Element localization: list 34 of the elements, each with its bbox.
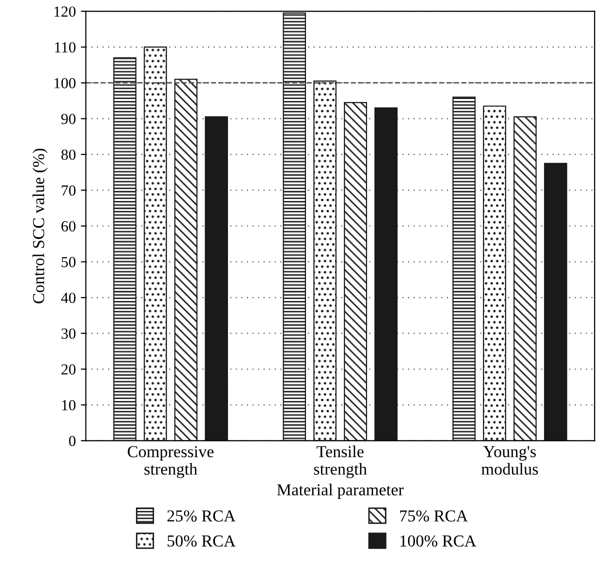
y-tick-label: 110 xyxy=(55,42,76,53)
y-tick-label: 40 xyxy=(61,292,76,304)
bar xyxy=(144,46,167,441)
bar xyxy=(313,80,337,441)
legend-label: 100% RCA xyxy=(400,535,476,547)
bar xyxy=(544,162,568,441)
y-tick-label: 90 xyxy=(61,114,76,124)
legend-label: 25% RCA xyxy=(167,510,236,522)
y-tick-label: 60 xyxy=(61,221,76,232)
x-tick-label: Tensile strength xyxy=(314,446,367,478)
y-tick-label: 80 xyxy=(61,150,76,160)
bar xyxy=(204,116,228,441)
x-tick-label: Compressive strength xyxy=(128,446,214,478)
bar xyxy=(452,96,476,441)
x-tick-label: Young's modulus xyxy=(481,446,538,475)
bar xyxy=(282,12,306,441)
legend-label: 75% RCA xyxy=(400,510,468,522)
y-tick-label: 50 xyxy=(62,256,76,268)
bar xyxy=(482,106,506,441)
y-tick-label: 30 xyxy=(62,328,76,339)
x-axis-title: Material parameter xyxy=(277,484,404,499)
y-tick-label: 0 xyxy=(69,436,76,446)
y-axis-title: Control SCC value (%) xyxy=(32,148,48,304)
y-tick-label: 70 xyxy=(62,185,76,196)
bar xyxy=(374,107,398,441)
y-tick-label: 10 xyxy=(62,400,76,410)
y-tick-label: 20 xyxy=(61,364,76,375)
bar xyxy=(174,78,198,441)
bar xyxy=(513,116,537,441)
y-tick-label: 120 xyxy=(54,6,76,17)
bar xyxy=(344,102,368,441)
legend-label: 50% RCA xyxy=(168,535,236,547)
bar xyxy=(113,57,136,441)
y-tick-label: 100 xyxy=(54,78,76,88)
